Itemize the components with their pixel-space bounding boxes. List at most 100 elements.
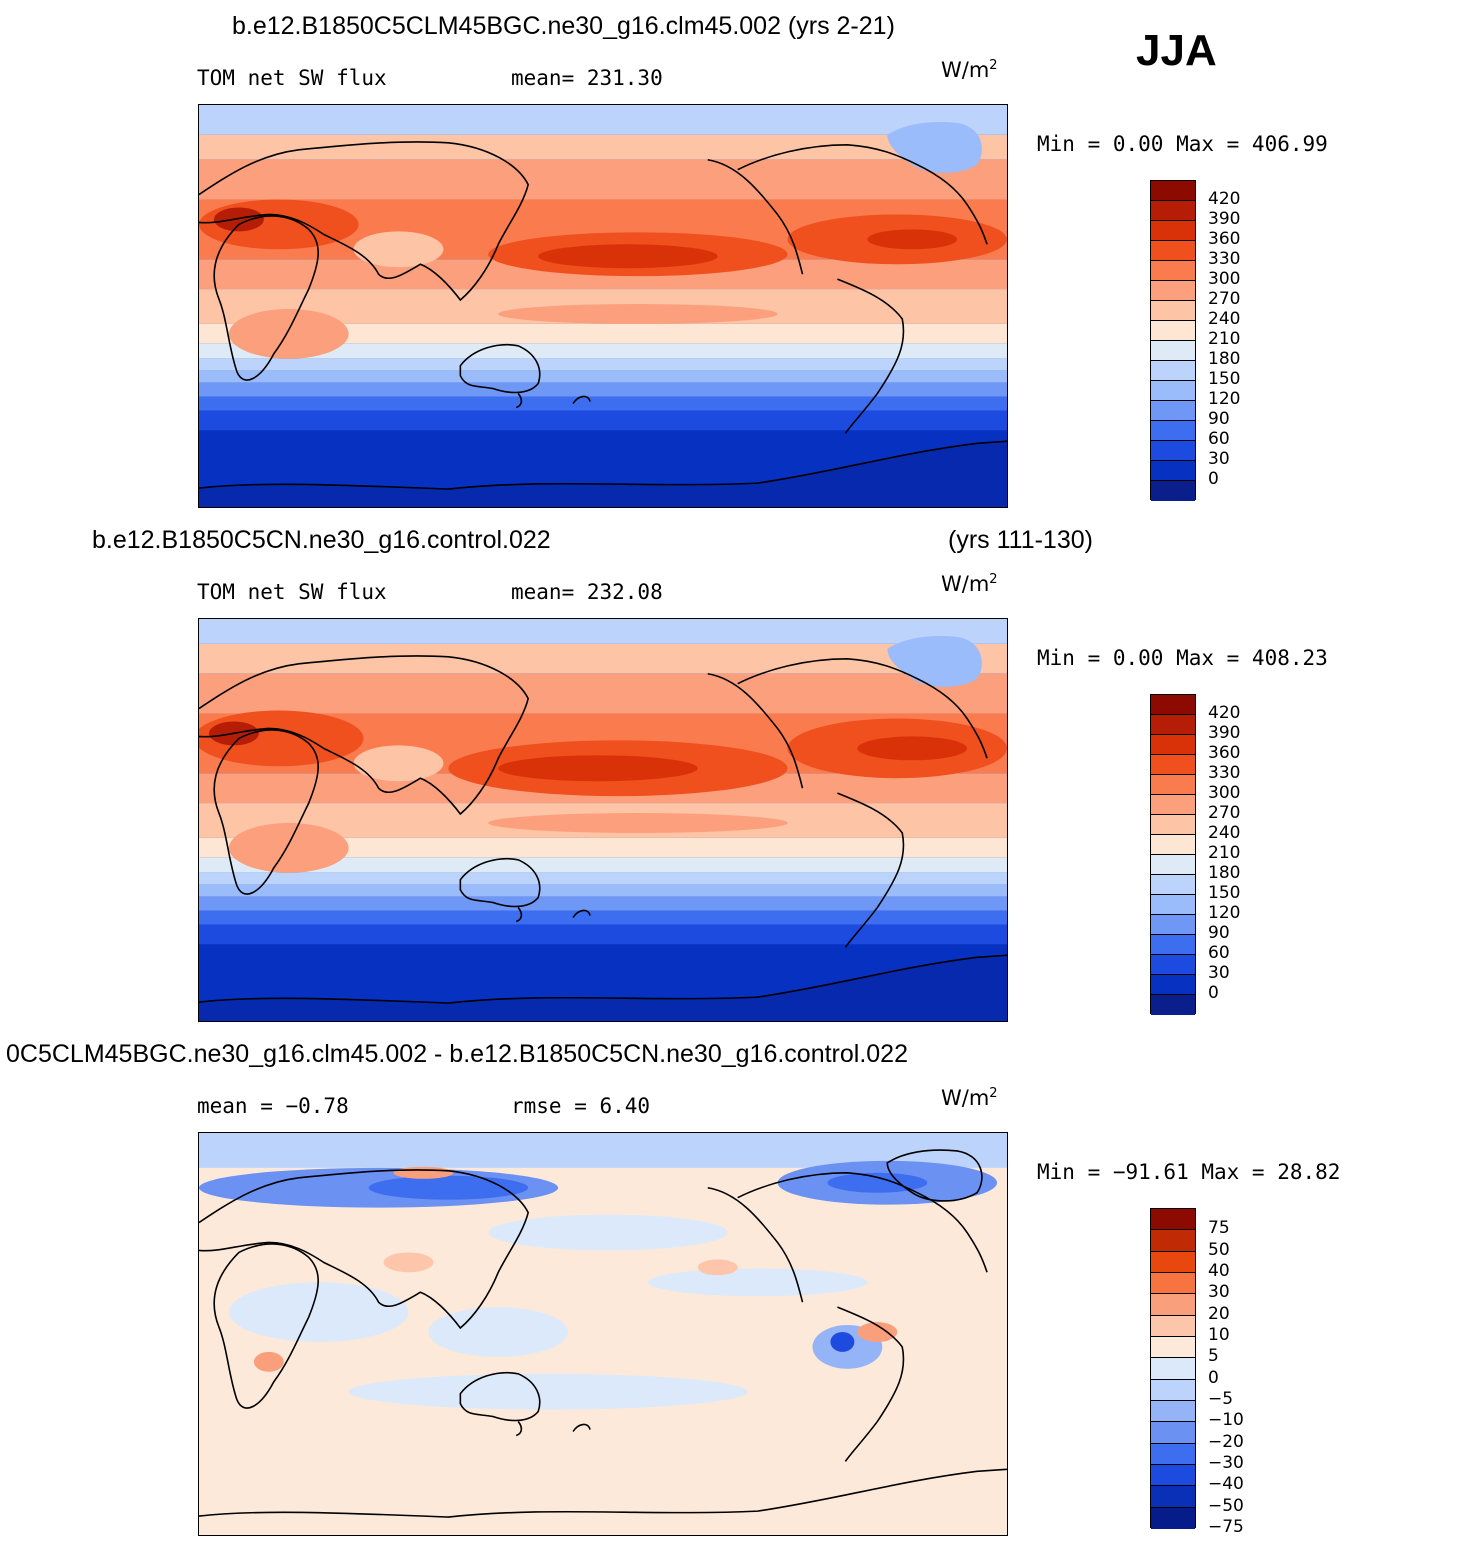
colorbar-segment bbox=[1151, 1230, 1195, 1252]
colorbar-segment bbox=[1151, 1272, 1195, 1295]
colorbar-tick-label: 150 bbox=[1208, 883, 1241, 903]
colorbar-segment bbox=[1151, 875, 1195, 895]
colorbar-segment bbox=[1151, 995, 1195, 1015]
colorbar-tick-label: 180 bbox=[1208, 863, 1241, 883]
colorbar-segment bbox=[1151, 935, 1195, 955]
colorbar-tick-label: 5 bbox=[1208, 1346, 1219, 1367]
colorbar-tick-label: 180 bbox=[1208, 349, 1241, 369]
colorbar-tick-label: 20 bbox=[1208, 1303, 1230, 1324]
colorbar-segment bbox=[1151, 795, 1195, 815]
colorbar-segment bbox=[1151, 261, 1195, 281]
colorbar-segment bbox=[1151, 281, 1195, 301]
colorbar-tick-label: 30 bbox=[1208, 963, 1230, 983]
colorbar-tick-label: 50 bbox=[1208, 1239, 1230, 1260]
panel3-map bbox=[198, 1132, 1008, 1536]
colorbar-segment bbox=[1151, 481, 1195, 501]
colorbar-tick-label: 270 bbox=[1208, 803, 1241, 823]
colorbar-tick-label: 60 bbox=[1208, 943, 1230, 963]
colorbar-tick-label: 210 bbox=[1208, 843, 1241, 863]
colorbar-segment bbox=[1151, 341, 1195, 361]
colorbar-tick-label: −20 bbox=[1208, 1431, 1244, 1452]
colorbar-segment bbox=[1151, 1464, 1195, 1487]
colorbar-tick-label: 390 bbox=[1208, 723, 1241, 743]
colorbar-tick-label: 300 bbox=[1208, 269, 1241, 289]
colorbar-tick-label: −75 bbox=[1208, 1517, 1244, 1537]
season-label: JJA bbox=[1136, 26, 1217, 75]
panel1-minmax: Min = 0.00 Max = 406.99 bbox=[1037, 132, 1328, 156]
colorbar-tick-label: 60 bbox=[1208, 429, 1230, 449]
colorbar-tick-label: 10 bbox=[1208, 1325, 1230, 1345]
colorbar-tick-label: 330 bbox=[1208, 249, 1241, 269]
colorbar-segment bbox=[1151, 181, 1195, 201]
colorbar-segment bbox=[1151, 361, 1195, 381]
colorbar-segment bbox=[1151, 1507, 1195, 1529]
colorbar-segment bbox=[1151, 695, 1195, 715]
colorbar-tick-label: 360 bbox=[1208, 229, 1241, 249]
colorbar-segment bbox=[1151, 221, 1195, 241]
colorbar-tick-label: 75 bbox=[1208, 1218, 1230, 1239]
colorbar-segment bbox=[1151, 775, 1195, 795]
colorbar-segment bbox=[1151, 915, 1195, 935]
colorbar-tick-label: 420 bbox=[1208, 703, 1241, 723]
colorbar-segment bbox=[1151, 735, 1195, 755]
panel3-units: W/m2 bbox=[941, 1086, 998, 1110]
colorbar-tick-label: 210 bbox=[1208, 329, 1241, 349]
colorbar-segment bbox=[1151, 1443, 1195, 1465]
colorbar-segment bbox=[1151, 835, 1195, 855]
panel3-map-svg bbox=[199, 1133, 1007, 1535]
colorbar-tick-label: −50 bbox=[1208, 1495, 1244, 1516]
colorbar-segment bbox=[1151, 895, 1195, 915]
colorbar-segment bbox=[1151, 975, 1195, 995]
colorbar-tick-label: 0 bbox=[1208, 983, 1219, 1003]
colorbar-tick-label: 240 bbox=[1208, 823, 1241, 843]
colorbar-tick-label: −10 bbox=[1208, 1410, 1244, 1431]
colorbar-tick-label: 150 bbox=[1208, 369, 1241, 389]
colorbar-segment bbox=[1151, 1294, 1195, 1316]
panel2-minmax: Min = 0.00 Max = 408.23 bbox=[1037, 646, 1328, 670]
colorbar-tick-label: 420 bbox=[1208, 189, 1241, 209]
panel1-colorbar bbox=[1150, 180, 1196, 501]
panel1-title: b.e12.B1850C5CLM45BGC.ne30_g16.clm45.002… bbox=[232, 12, 895, 40]
colorbar-tick-label: 0 bbox=[1208, 469, 1219, 489]
colorbar-segment bbox=[1151, 1422, 1195, 1444]
colorbar-segment bbox=[1151, 461, 1195, 481]
colorbar-segment bbox=[1151, 201, 1195, 221]
colorbar-segment bbox=[1151, 301, 1195, 321]
colorbar-segment bbox=[1151, 1315, 1195, 1337]
colorbar-tick-label: −40 bbox=[1208, 1474, 1244, 1495]
colorbar-tick-label: 30 bbox=[1208, 1282, 1230, 1303]
colorbar-segment bbox=[1151, 1209, 1195, 1231]
panel1-map bbox=[198, 104, 1008, 508]
panel3-mean-label: mean = −0.78 bbox=[197, 1094, 349, 1118]
colorbar-segment bbox=[1151, 1400, 1195, 1423]
panel2-title: b.e12.B1850C5CN.ne30_g16.control.022 bbox=[92, 526, 551, 554]
colorbar-tick-label: −30 bbox=[1208, 1453, 1244, 1473]
panel2-map bbox=[198, 618, 1008, 1022]
colorbar-tick-label: 360 bbox=[1208, 743, 1241, 763]
colorbar-tick-label: 330 bbox=[1208, 763, 1241, 783]
panel2-mean-label: mean= 232.08 bbox=[511, 580, 663, 604]
colorbar-segment bbox=[1151, 715, 1195, 735]
panel2-title-right: (yrs 111-130) bbox=[948, 526, 1093, 554]
colorbar-segment bbox=[1151, 421, 1195, 441]
panel1-mean-label: mean= 231.30 bbox=[511, 66, 663, 90]
colorbar-segment bbox=[1151, 1336, 1195, 1359]
colorbar-segment bbox=[1151, 1358, 1195, 1380]
colorbar-tick-label: 390 bbox=[1208, 209, 1241, 229]
colorbar-segment bbox=[1151, 855, 1195, 875]
colorbar-segment bbox=[1151, 815, 1195, 835]
colorbar-segment bbox=[1151, 321, 1195, 341]
panel3-title: 0C5CLM45BGC.ne30_g16.clm45.002 - b.e12.B… bbox=[6, 1040, 908, 1068]
colorbar-segment bbox=[1151, 441, 1195, 461]
panel2-map-svg bbox=[199, 619, 1007, 1021]
colorbar-segment bbox=[1151, 755, 1195, 775]
colorbar-tick-label: 40 bbox=[1208, 1261, 1230, 1281]
colorbar-tick-label: 0 bbox=[1208, 1367, 1219, 1388]
panel1-variable-label: TOM net SW flux bbox=[197, 66, 387, 90]
colorbar-tick-label: 270 bbox=[1208, 289, 1241, 309]
panel2-variable-label: TOM net SW flux bbox=[197, 580, 387, 604]
colorbar-segment bbox=[1151, 1251, 1195, 1273]
panel1-map-svg bbox=[199, 105, 1007, 507]
colorbar-segment bbox=[1151, 401, 1195, 421]
colorbar-tick-label: 90 bbox=[1208, 409, 1230, 429]
